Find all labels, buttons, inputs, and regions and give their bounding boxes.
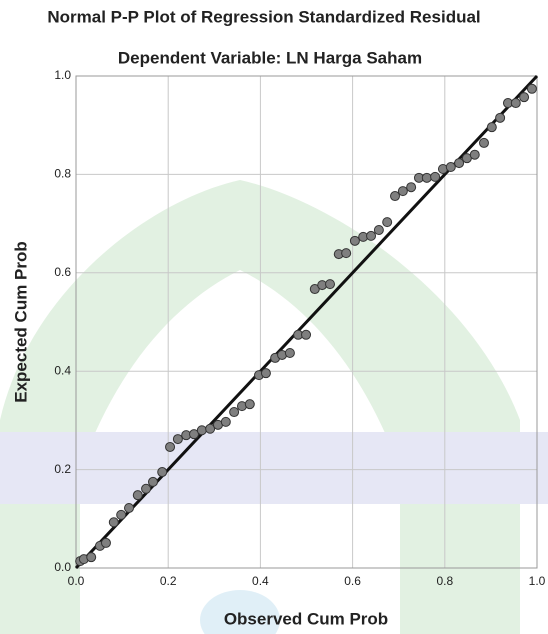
x-tick-label: 0.0: [68, 574, 85, 588]
point: [446, 163, 455, 172]
point: [479, 138, 488, 147]
point: [133, 491, 142, 500]
x-tick-label: 0.4: [252, 574, 269, 588]
point: [422, 173, 431, 182]
y-tick-label: 0.2: [54, 462, 71, 476]
point: [407, 183, 416, 192]
watermark: [0, 180, 548, 634]
y-tick-label: 0.0: [54, 560, 71, 574]
x-tick-label: 0.2: [160, 574, 177, 588]
point: [166, 442, 175, 451]
point: [470, 150, 479, 159]
point: [487, 123, 496, 132]
point: [285, 348, 294, 357]
x-tick-label: 0.6: [344, 574, 361, 588]
point: [398, 187, 407, 196]
point: [391, 192, 400, 201]
point: [350, 236, 359, 245]
y-tick-label: 0.8: [54, 167, 71, 181]
point: [342, 249, 351, 258]
point: [148, 477, 157, 486]
point: [197, 426, 206, 435]
point: [302, 330, 311, 339]
point: [383, 218, 392, 227]
point: [142, 484, 151, 493]
y-axis-label: Expected Cum Prob: [11, 241, 30, 403]
x-tick-label: 1.0: [529, 574, 546, 588]
y-tick-label: 0.6: [54, 265, 71, 279]
point: [455, 159, 464, 168]
point: [125, 503, 134, 512]
point: [511, 99, 520, 108]
point: [230, 408, 239, 417]
point: [367, 231, 376, 240]
point: [520, 93, 529, 102]
chart-subtitle: Dependent Variable: LN Harga Saham: [118, 48, 422, 67]
y-tick-label: 1.0: [54, 68, 71, 82]
point: [173, 435, 182, 444]
point: [117, 510, 126, 519]
point: [496, 113, 505, 122]
point: [527, 84, 536, 93]
point: [109, 518, 118, 527]
x-tick-label: 0.8: [436, 574, 453, 588]
point: [221, 417, 230, 426]
point: [431, 172, 440, 181]
point: [101, 538, 110, 547]
point: [374, 225, 383, 234]
chart: Normal P-P Plot of Regression Standardiz…: [0, 0, 548, 634]
point: [87, 553, 96, 562]
y-tick-label: 0.4: [54, 363, 71, 377]
point: [158, 468, 167, 477]
x-axis-label: Observed Cum Prob: [224, 609, 388, 628]
point: [261, 369, 270, 378]
point: [326, 280, 335, 289]
chart-title: Normal P-P Plot of Regression Standardiz…: [47, 7, 480, 26]
point: [245, 400, 254, 409]
